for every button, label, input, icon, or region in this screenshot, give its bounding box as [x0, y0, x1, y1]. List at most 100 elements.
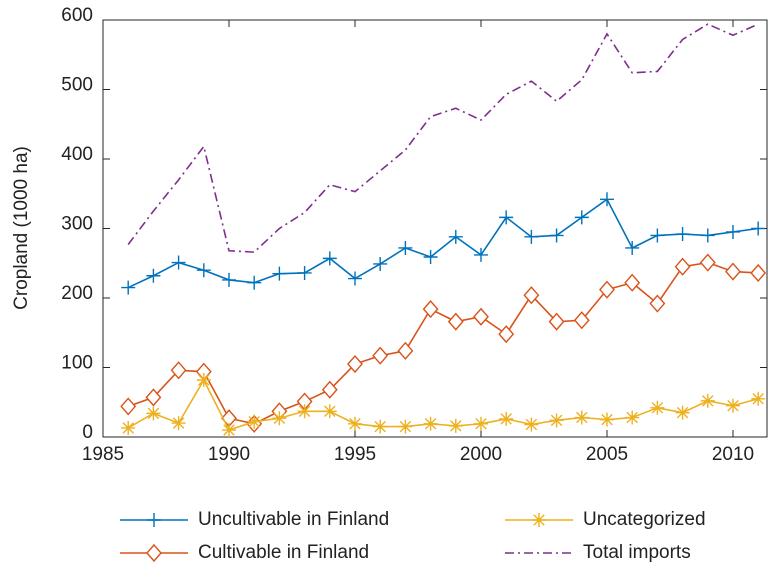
marker — [699, 253, 716, 272]
legend-label: Total imports — [583, 542, 691, 563]
marker — [448, 229, 463, 244]
marker — [725, 224, 740, 239]
marker — [322, 404, 337, 419]
series-line — [127, 261, 759, 425]
marker — [247, 414, 262, 429]
legend-label: Uncategorized — [583, 509, 706, 530]
y-tick-label: 0 — [82, 422, 93, 443]
marker — [650, 228, 665, 243]
marker — [347, 416, 362, 431]
legend-label: Uncultivable in Finland — [198, 509, 389, 530]
marker — [422, 300, 439, 319]
marker — [297, 265, 312, 280]
marker — [725, 398, 740, 413]
marker — [447, 312, 464, 331]
marker — [321, 380, 338, 399]
marker — [751, 391, 766, 406]
marker — [624, 273, 641, 292]
marker — [549, 228, 564, 243]
marker — [700, 228, 715, 243]
marker — [650, 400, 665, 415]
marker — [120, 397, 137, 416]
marker — [373, 419, 388, 434]
marker — [524, 229, 539, 244]
marker — [146, 268, 161, 283]
y-tick-label: 200 — [61, 283, 93, 304]
y-axis-label: Cropland (1000 ha) — [11, 146, 32, 310]
marker — [549, 413, 564, 428]
x-tick-label: 1985 — [82, 444, 124, 465]
marker — [170, 361, 187, 380]
marker — [171, 416, 186, 431]
marker — [398, 240, 413, 255]
marker — [750, 263, 767, 283]
legend-marker — [532, 513, 546, 527]
marker — [322, 251, 337, 266]
marker — [423, 249, 438, 264]
legend-item: Uncategorized — [505, 509, 706, 530]
marker — [548, 312, 565, 331]
marker — [448, 418, 463, 433]
marker — [675, 405, 690, 420]
marker — [725, 262, 741, 281]
marker — [372, 346, 389, 365]
x-tick-label: 1990 — [208, 444, 250, 465]
marker — [625, 240, 640, 255]
marker — [499, 411, 514, 426]
marker — [625, 410, 640, 425]
marker — [649, 294, 666, 313]
y-tick-label: 400 — [61, 144, 93, 165]
legend-item: Uncultivable in Finland — [120, 509, 389, 530]
marker — [145, 388, 162, 407]
marker — [397, 341, 414, 360]
marker — [700, 393, 715, 408]
marker — [373, 256, 388, 271]
marker — [473, 416, 488, 431]
marker — [171, 255, 186, 270]
y-tick-label: 100 — [61, 353, 93, 374]
marker — [221, 272, 236, 287]
marker — [574, 210, 589, 225]
marker — [347, 271, 362, 286]
x-tick-label: 2010 — [712, 444, 754, 465]
marker — [398, 419, 413, 434]
marker — [196, 263, 211, 278]
marker — [599, 412, 614, 427]
x-tick-label: 2005 — [586, 444, 628, 465]
marker — [473, 247, 488, 262]
y-tick-label: 600 — [61, 5, 93, 26]
marker — [423, 416, 438, 431]
x-tick-label: 1995 — [334, 444, 376, 465]
marker — [121, 280, 136, 295]
marker — [499, 210, 514, 225]
marker — [573, 311, 590, 330]
legend-item: Total imports — [505, 542, 691, 563]
y-tick-label: 500 — [61, 75, 93, 96]
marker — [674, 257, 691, 276]
marker — [675, 227, 690, 242]
series-line — [127, 198, 759, 289]
legend-item: Cultivable in Finland — [120, 542, 369, 563]
marker — [121, 420, 136, 435]
marker — [247, 275, 262, 290]
marker — [272, 411, 287, 426]
marker — [196, 373, 211, 388]
series-line — [127, 23, 759, 253]
marker — [524, 417, 539, 432]
marker — [751, 221, 766, 236]
marker — [599, 280, 615, 299]
marker — [599, 192, 614, 207]
y-tick-label: 300 — [61, 214, 93, 235]
marker — [221, 423, 236, 438]
marker — [272, 266, 287, 281]
series-line — [127, 378, 759, 432]
marker — [523, 286, 540, 305]
marker — [146, 406, 161, 421]
marker — [498, 325, 515, 344]
legend-marker — [147, 513, 161, 527]
x-tick-label: 2000 — [460, 444, 502, 465]
marker — [473, 307, 489, 326]
marker — [347, 354, 363, 374]
legend-label: Cultivable in Finland — [198, 542, 369, 563]
